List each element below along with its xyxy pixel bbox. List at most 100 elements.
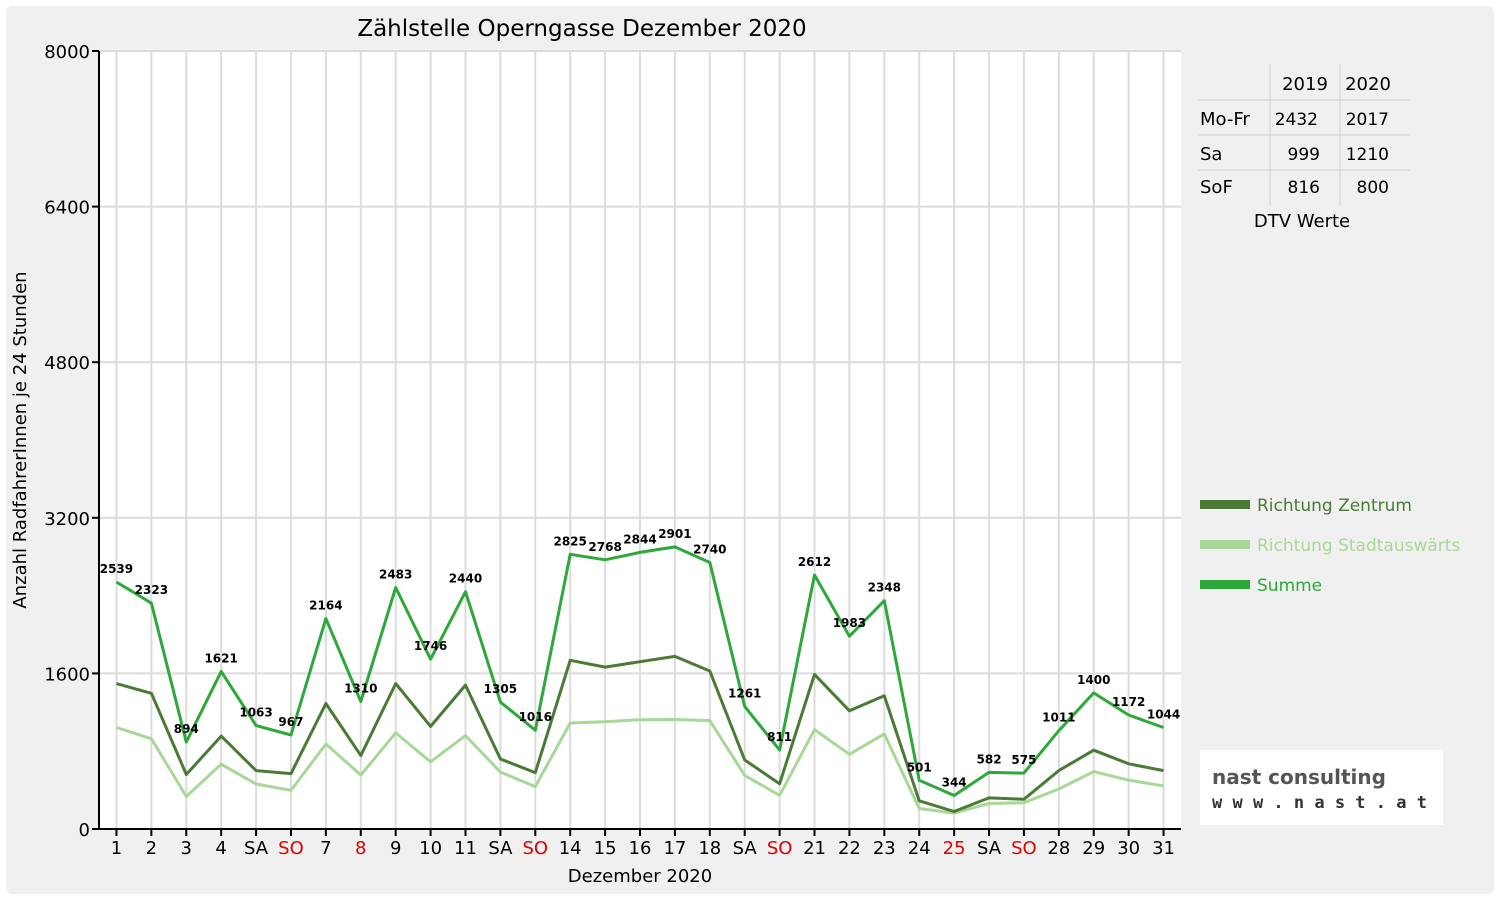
x-tick-label: 3: [181, 838, 192, 859]
legend: Richtung Zentrum Richtung Stadtauswärts Su…: [1200, 496, 1460, 596]
x-tick-label: 8: [355, 838, 366, 859]
legend-swatch: [1200, 580, 1250, 589]
series-line-2: [115, 545, 1165, 797]
x-tick-label: 22: [838, 838, 861, 859]
data-label: 575: [1011, 753, 1036, 767]
dtv-cell: 999: [1288, 145, 1320, 165]
x-tick-label: 28: [1047, 838, 1070, 859]
x-axis-title: Dezember 2020: [568, 866, 712, 887]
data-label: 1011: [1042, 711, 1075, 725]
legend-label: Richtung Zentrum: [1257, 496, 1412, 516]
series-lines: [115, 545, 1165, 815]
data-label: 894: [174, 722, 199, 736]
data-label: 2440: [449, 572, 482, 586]
data-label: 1746: [414, 639, 447, 653]
dtv-header-2019: 2019: [1282, 74, 1328, 95]
x-tick-label: 11: [454, 838, 477, 859]
data-label: 1305: [484, 682, 517, 696]
data-label: 1400: [1077, 673, 1110, 687]
x-tick-label: 1: [111, 838, 122, 859]
x-tick-label: SO: [767, 838, 793, 859]
x-tick-label: 9: [390, 838, 401, 859]
data-label: 2740: [693, 543, 726, 557]
data-label: 2348: [868, 581, 901, 595]
data-label: 1983: [833, 616, 866, 630]
series-line-0: [116, 654, 1164, 813]
x-tick-label: 17: [663, 838, 686, 859]
y-tick-label: 4800: [44, 353, 90, 374]
x-tick-label: 24: [908, 838, 931, 859]
dtv-row-label: SoF: [1200, 177, 1233, 198]
x-tick-label: 25: [943, 838, 966, 859]
y-tick-label: 8000: [44, 42, 90, 63]
data-label: 2539: [100, 562, 133, 576]
logo: nast consulting w w w . n a s t . a t: [1200, 750, 1443, 825]
y-tick-label: 6400: [44, 198, 90, 219]
logo-url: w w w . n a s t . a t: [1212, 793, 1427, 813]
x-tick-label: 18: [698, 838, 721, 859]
dtv-header-2020: 2020: [1345, 74, 1391, 95]
x-tick-label: 31: [1152, 838, 1175, 859]
data-label: 501: [907, 760, 932, 774]
x-tick-label: 23: [873, 838, 896, 859]
x-tick-label: SO: [1011, 838, 1037, 859]
data-label: 1621: [204, 651, 237, 665]
logo-name: nast consulting: [1212, 765, 1386, 789]
x-tick-label: SO: [522, 838, 548, 859]
dtv-row-label: Mo-Fr: [1200, 109, 1250, 130]
data-label: 2768: [588, 540, 621, 554]
dtv-row-label: Sa: [1200, 144, 1222, 165]
x-tick-label: SA: [244, 838, 269, 859]
data-label: 1172: [1112, 695, 1145, 709]
dtv-cell: 800: [1357, 178, 1389, 198]
y-tick-label: 1600: [44, 664, 90, 685]
x-tick-label: 21: [803, 838, 826, 859]
x-tick-label: 7: [320, 838, 331, 859]
chart-title: Zählstelle Operngasse Dezember 2020: [357, 16, 806, 42]
x-tick-label: 15: [594, 838, 617, 859]
x-tick-label: SA: [488, 838, 513, 859]
data-label: 2844: [623, 532, 656, 546]
legend-swatch: [1200, 540, 1250, 549]
x-tick-label: 4: [215, 838, 226, 859]
data-label: 1044: [1147, 707, 1180, 721]
dtv-cell: 2017: [1346, 110, 1389, 130]
legend-label: Richtung Stadtauswärts: [1257, 536, 1460, 556]
x-tick-label: 29: [1082, 838, 1105, 859]
data-label: 1310: [344, 682, 377, 696]
dtv-cell: 2432: [1275, 110, 1318, 130]
x-tick-label: 14: [559, 838, 582, 859]
data-label: 344: [942, 776, 967, 790]
data-label: 2901: [658, 527, 691, 541]
data-label: 2483: [379, 568, 412, 582]
x-tick-label: SA: [977, 838, 1002, 859]
dtv-cell: 816: [1288, 178, 1320, 198]
x-tick-label: SA: [733, 838, 758, 859]
y-tick-label: 3200: [44, 509, 90, 530]
data-label: 2612: [798, 555, 831, 569]
y-tick-label: 0: [79, 820, 90, 841]
legend-swatch: [1200, 500, 1250, 509]
data-label: 582: [977, 752, 1002, 766]
dtv-cell: 1210: [1346, 145, 1389, 165]
data-label: 1261: [728, 686, 761, 700]
x-tick-label: 16: [629, 838, 652, 859]
data-label: 967: [278, 715, 303, 729]
x-tick-label: 2: [146, 838, 157, 859]
data-label: 2825: [553, 534, 586, 548]
dtv-table: 2019 2020 Mo-Fr 2432 2017 Sa 999 1210 So…: [1198, 64, 1410, 232]
y-tick-labels: 0 1600 3200 4800 6400 8000: [44, 42, 90, 841]
series-line-1: [116, 718, 1164, 815]
x-tick-label: 30: [1117, 838, 1140, 859]
y-axis-title: Anzahl RadfahrerInnen je 24 Stunden: [10, 271, 31, 608]
data-label: 1063: [239, 706, 272, 720]
legend-label: Summe: [1257, 576, 1322, 596]
data-label: 811: [767, 730, 792, 744]
data-label: 1016: [519, 710, 552, 724]
dtv-caption: DTV Werte: [1254, 211, 1350, 232]
x-tick-label: 10: [419, 838, 442, 859]
x-tick-label: SO: [278, 838, 304, 859]
data-label: 2164: [309, 599, 342, 613]
